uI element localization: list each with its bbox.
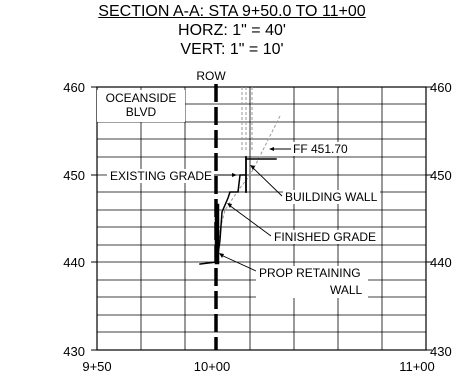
elev-left-450: 450 — [63, 168, 85, 183]
vertical-scale: VERT: 1" = 10' — [180, 41, 284, 58]
retaining-wall-bg — [256, 266, 368, 298]
tick-marks — [91, 86, 432, 351]
elevation-labels-right: 460 450 440 430 — [430, 80, 452, 359]
building-wall-label: BUILDING WALL — [285, 190, 378, 204]
horizontal-scale: HORZ: 1" = 40' — [178, 22, 286, 39]
finished-grade-label: FINISHED GRADE — [274, 230, 376, 244]
grid-vertical-lines — [140, 87, 383, 350]
profile-lines — [199, 156, 277, 265]
oceanside-label-line2: BLVD — [126, 105, 157, 119]
elev-right-430: 430 — [430, 344, 452, 359]
retaining-wall-label-line1: PROP RETAINING — [259, 266, 361, 280]
existing-grade-bg — [107, 169, 214, 183]
leader-arrows — [219, 147, 274, 258]
station-1000: 10+00 — [194, 359, 231, 374]
elev-left-440: 440 — [63, 255, 85, 270]
building-wall-bg — [283, 190, 380, 204]
station-1100: 11+00 — [399, 359, 435, 374]
elev-right-450: 450 — [430, 168, 452, 183]
row-label: ROW — [196, 69, 226, 83]
elev-left-430: 430 — [63, 344, 85, 359]
elev-right-460: 460 — [430, 80, 452, 95]
section-title: SECTION A-A: STA 9+50.0 TO 11+00 — [98, 3, 366, 20]
oceanside-box — [97, 90, 185, 122]
ff-label: FF 451.70 — [293, 142, 348, 156]
elev-left-460: 460 — [63, 80, 85, 95]
existing-grade-label: EXISTING GRADE — [110, 169, 212, 183]
finished-grade-line — [199, 174, 247, 265]
retaining-wall-label-line2: WALL — [330, 283, 363, 297]
station-labels: 9+50 10+00 11+00 — [82, 359, 434, 374]
station-950: 9+50 — [82, 359, 111, 374]
elevation-labels-left: 460 450 440 430 — [63, 80, 85, 359]
finished-grade-bg — [271, 230, 379, 244]
leader-lines — [214, 148, 292, 272]
grid — [96, 86, 427, 351]
title-block: SECTION A-A: STA 9+50.0 TO 11+00 HORZ: 1… — [0, 2, 464, 59]
elev-right-440: 440 — [430, 255, 452, 270]
ff-label-bg — [291, 142, 353, 156]
oceanside-label-line1: OCEANSIDE — [106, 91, 177, 105]
plot-border — [96, 86, 427, 351]
